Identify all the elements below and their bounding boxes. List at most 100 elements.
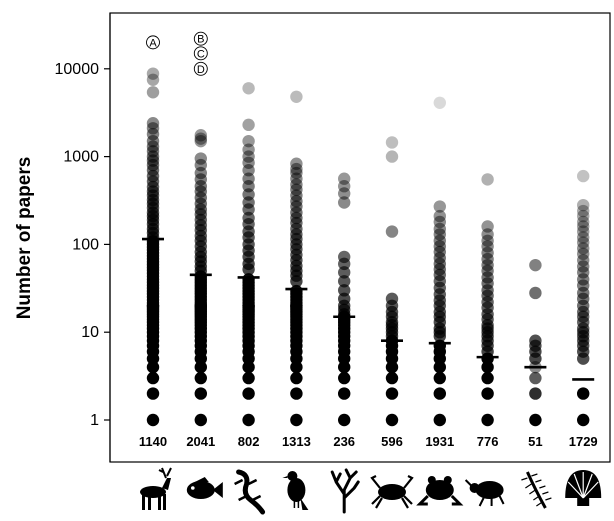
annotations: A BCD bbox=[146, 31, 208, 76]
data-point bbox=[194, 132, 207, 145]
data-point bbox=[194, 413, 207, 427]
taxon-icons bbox=[140, 467, 602, 515]
data-point bbox=[481, 360, 494, 374]
data-point bbox=[577, 225, 590, 238]
data-point bbox=[385, 225, 399, 238]
data-point bbox=[481, 387, 494, 400]
data-point bbox=[529, 258, 542, 272]
data-point bbox=[338, 371, 351, 385]
sample-count-label: 236 bbox=[333, 434, 355, 449]
data-point bbox=[146, 371, 160, 385]
y-tick-label: 10000 bbox=[55, 61, 100, 78]
data-point bbox=[242, 203, 255, 216]
data-point bbox=[577, 242, 590, 255]
data-point bbox=[529, 352, 542, 365]
data-point bbox=[338, 360, 351, 374]
data-point bbox=[433, 200, 446, 213]
annotation-circle bbox=[193, 61, 208, 76]
data-point bbox=[385, 387, 399, 400]
sample-count-label: 1140 bbox=[139, 434, 167, 449]
data-point bbox=[146, 117, 160, 130]
data-point bbox=[242, 360, 255, 374]
data-point bbox=[385, 360, 399, 374]
data-point bbox=[242, 134, 255, 148]
data-point bbox=[481, 228, 494, 241]
sample-count-label: 596 bbox=[381, 434, 403, 449]
data-point bbox=[242, 143, 255, 156]
data-point bbox=[481, 173, 494, 186]
data-point bbox=[577, 169, 590, 183]
data-point bbox=[433, 222, 446, 236]
data-point bbox=[433, 413, 446, 427]
data-point bbox=[290, 172, 303, 185]
data-point bbox=[577, 260, 590, 273]
data-point bbox=[194, 158, 207, 172]
data-point bbox=[338, 284, 351, 297]
group-frog: 1931 bbox=[425, 96, 454, 449]
data-point bbox=[577, 204, 590, 218]
data-point bbox=[433, 330, 446, 343]
annotation-letter: C bbox=[197, 48, 205, 60]
data-point bbox=[577, 215, 590, 229]
annotation-a: A bbox=[146, 35, 160, 50]
sample-count-label: 1931 bbox=[425, 434, 454, 449]
data-point bbox=[290, 275, 303, 288]
data-point bbox=[194, 371, 207, 385]
sample-count-label: 1313 bbox=[282, 434, 311, 449]
data-point bbox=[385, 150, 399, 163]
annotation-letter: A bbox=[149, 37, 157, 49]
beetle-icon bbox=[464, 479, 505, 507]
data-point bbox=[385, 136, 399, 149]
data-point bbox=[242, 156, 255, 169]
crab-icon bbox=[370, 475, 414, 509]
data-point bbox=[242, 150, 255, 163]
data-point bbox=[338, 196, 351, 209]
sample-count-label: 1729 bbox=[569, 434, 598, 449]
group-centipede: 51 bbox=[524, 258, 547, 449]
data-point bbox=[577, 413, 590, 427]
data-point bbox=[433, 387, 446, 400]
data-point bbox=[481, 413, 494, 427]
data-point bbox=[242, 118, 255, 132]
annotation-circle bbox=[193, 31, 208, 46]
group-coral: 236 bbox=[333, 172, 356, 449]
data-point bbox=[146, 413, 160, 427]
data-point bbox=[242, 164, 255, 177]
data-point bbox=[338, 308, 351, 321]
data-point bbox=[290, 162, 303, 176]
data-point bbox=[481, 220, 494, 233]
data-point bbox=[194, 387, 207, 400]
annotation-b: B bbox=[193, 31, 208, 46]
annotation-d: D bbox=[193, 61, 208, 76]
data-point bbox=[529, 387, 542, 400]
data-point bbox=[481, 345, 494, 358]
group-crab: 596 bbox=[381, 136, 403, 449]
data-point bbox=[577, 254, 590, 267]
data-point bbox=[385, 413, 399, 427]
data-point bbox=[577, 247, 590, 261]
sample-count-label: 51 bbox=[528, 434, 542, 449]
annotation-c: C bbox=[193, 46, 208, 61]
data-point bbox=[385, 330, 399, 343]
data-point bbox=[146, 73, 160, 86]
data-point bbox=[433, 228, 446, 241]
y-tick-label: 100 bbox=[72, 236, 99, 253]
data-point bbox=[577, 352, 590, 365]
data-point bbox=[146, 360, 160, 374]
frog-icon bbox=[416, 476, 464, 506]
data-point bbox=[529, 286, 542, 300]
y-axis: 1 10 100 1000 10000 bbox=[55, 13, 111, 462]
annotation-circle bbox=[193, 46, 208, 61]
group-scallop: 1729 bbox=[569, 169, 598, 449]
y-tick-label: 10 bbox=[81, 324, 99, 341]
group-beetle: 776 bbox=[476, 173, 499, 449]
data-point bbox=[194, 152, 207, 165]
y-tick-label: 1 bbox=[90, 412, 99, 429]
annotation-circle bbox=[146, 35, 160, 50]
sample-count-label: 776 bbox=[477, 434, 499, 449]
data-point bbox=[577, 266, 590, 279]
data-point bbox=[290, 413, 303, 427]
data-point bbox=[290, 360, 303, 374]
y-tick-label: 1000 bbox=[63, 149, 99, 166]
